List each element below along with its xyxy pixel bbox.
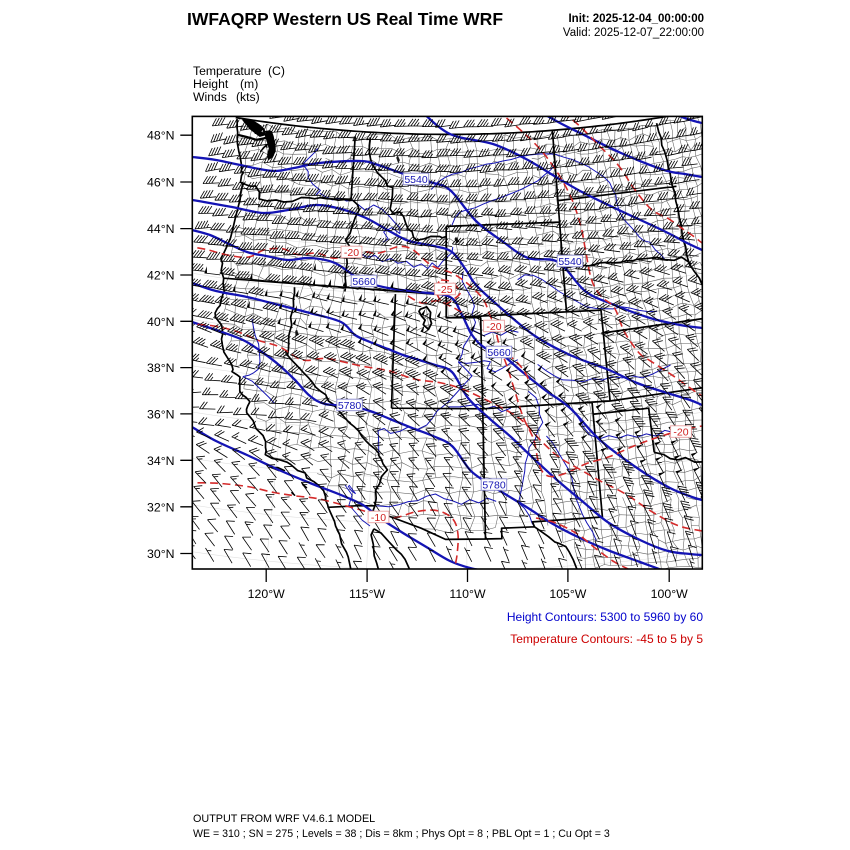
svg-text:5540: 5540: [404, 174, 428, 186]
svg-text:WE = 310 ; SN = 275 ; Levels =: WE = 310 ; SN = 275 ; Levels = 38 ; Dis …: [193, 828, 610, 840]
svg-text:-10: -10: [371, 512, 386, 524]
svg-text:40°N: 40°N: [147, 315, 174, 329]
svg-text:5660: 5660: [487, 347, 511, 359]
svg-text:(kts): (kts): [236, 90, 260, 104]
svg-text:5780: 5780: [338, 400, 362, 412]
svg-text:Init: 2025-12-04_00:00:00: Init: 2025-12-04_00:00:00: [568, 13, 704, 25]
svg-text:-25: -25: [437, 284, 452, 296]
svg-text:Height: Height: [193, 77, 229, 91]
svg-text:-20: -20: [486, 321, 501, 333]
svg-text:120°W: 120°W: [248, 587, 285, 601]
svg-text:(C): (C): [268, 64, 285, 78]
svg-text:Valid: 2025-12-07_22:00:00: Valid: 2025-12-07_22:00:00: [563, 27, 704, 39]
svg-text:34°N: 34°N: [147, 454, 174, 468]
svg-text:(m): (m): [240, 77, 258, 91]
svg-text:Temperature: Temperature: [193, 64, 262, 78]
svg-text:46°N: 46°N: [147, 176, 174, 190]
svg-text:Temperature Contours: -45 to 5: Temperature Contours: -45 to 5 by 5: [510, 632, 703, 646]
svg-text:115°W: 115°W: [349, 587, 386, 601]
svg-text:38°N: 38°N: [147, 361, 174, 375]
svg-text:Height Contours: 5300 to 5960: Height Contours: 5300 to 5960 by 60: [507, 610, 703, 624]
svg-text:30°N: 30°N: [147, 547, 174, 561]
svg-text:105°W: 105°W: [549, 587, 586, 601]
svg-text:-20: -20: [344, 247, 359, 259]
svg-text:42°N: 42°N: [147, 269, 174, 283]
svg-text:36°N: 36°N: [147, 407, 174, 421]
svg-text:100°W: 100°W: [651, 587, 688, 601]
svg-text:5540: 5540: [558, 256, 582, 268]
svg-text:-20: -20: [673, 426, 688, 438]
svg-text:5660: 5660: [352, 276, 376, 288]
svg-text:110°W: 110°W: [449, 587, 486, 601]
svg-text:48°N: 48°N: [147, 129, 174, 143]
svg-text:IWFAQRP Western US Real Time W: IWFAQRP Western US Real Time WRF: [187, 9, 503, 29]
svg-text:Winds: Winds: [193, 90, 227, 104]
svg-text:32°N: 32°N: [147, 500, 174, 514]
svg-text:5780: 5780: [482, 479, 506, 491]
svg-text:44°N: 44°N: [147, 222, 174, 236]
svg-text:OUTPUT FROM WRF V4.6.1 MODEL: OUTPUT FROM WRF V4.6.1 MODEL: [193, 813, 375, 825]
